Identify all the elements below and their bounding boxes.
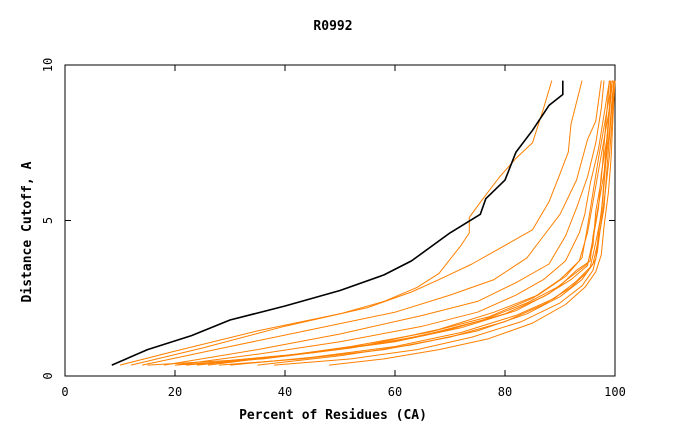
series-layer	[111, 80, 616, 366]
series-line-9	[147, 80, 610, 366]
x-axis-label: Percent of Residues (CA)	[239, 408, 427, 423]
x-tick-label-1: 20	[168, 385, 182, 399]
x-tick-label-4: 80	[498, 385, 512, 399]
series-line-highlight	[111, 80, 564, 366]
axis-ticks	[64, 64, 616, 377]
series-line-8	[174, 80, 613, 366]
series-line-13	[218, 80, 615, 366]
series-line-15	[328, 80, 616, 366]
x-tick-label-3: 60	[388, 385, 402, 399]
y-tick-label-1: 5	[41, 217, 55, 224]
series-line-7	[196, 80, 613, 366]
series-line-6	[185, 80, 613, 366]
y-tick-label-0: 0	[41, 372, 55, 379]
series-line-1	[119, 80, 553, 366]
y-tick-label-2: 10	[41, 58, 55, 72]
series-line-2	[130, 80, 583, 366]
series-line-10	[207, 80, 612, 366]
plot-frame	[64, 64, 616, 377]
x-tick-label-5: 100	[604, 385, 626, 399]
series-line-5	[174, 80, 610, 366]
series-line-11	[229, 80, 613, 366]
series-line-3	[141, 80, 602, 366]
y-axis-label: Distance Cutoff, A	[20, 161, 35, 302]
x-tick-label-2: 40	[278, 385, 292, 399]
series-line-4	[163, 80, 605, 366]
series-line-14	[273, 80, 615, 366]
chart-title: R0992	[313, 19, 352, 34]
tick-labels: 0 20 40 60 80 100 0 5 10	[41, 58, 626, 399]
x-tick-label-0: 0	[61, 385, 68, 399]
